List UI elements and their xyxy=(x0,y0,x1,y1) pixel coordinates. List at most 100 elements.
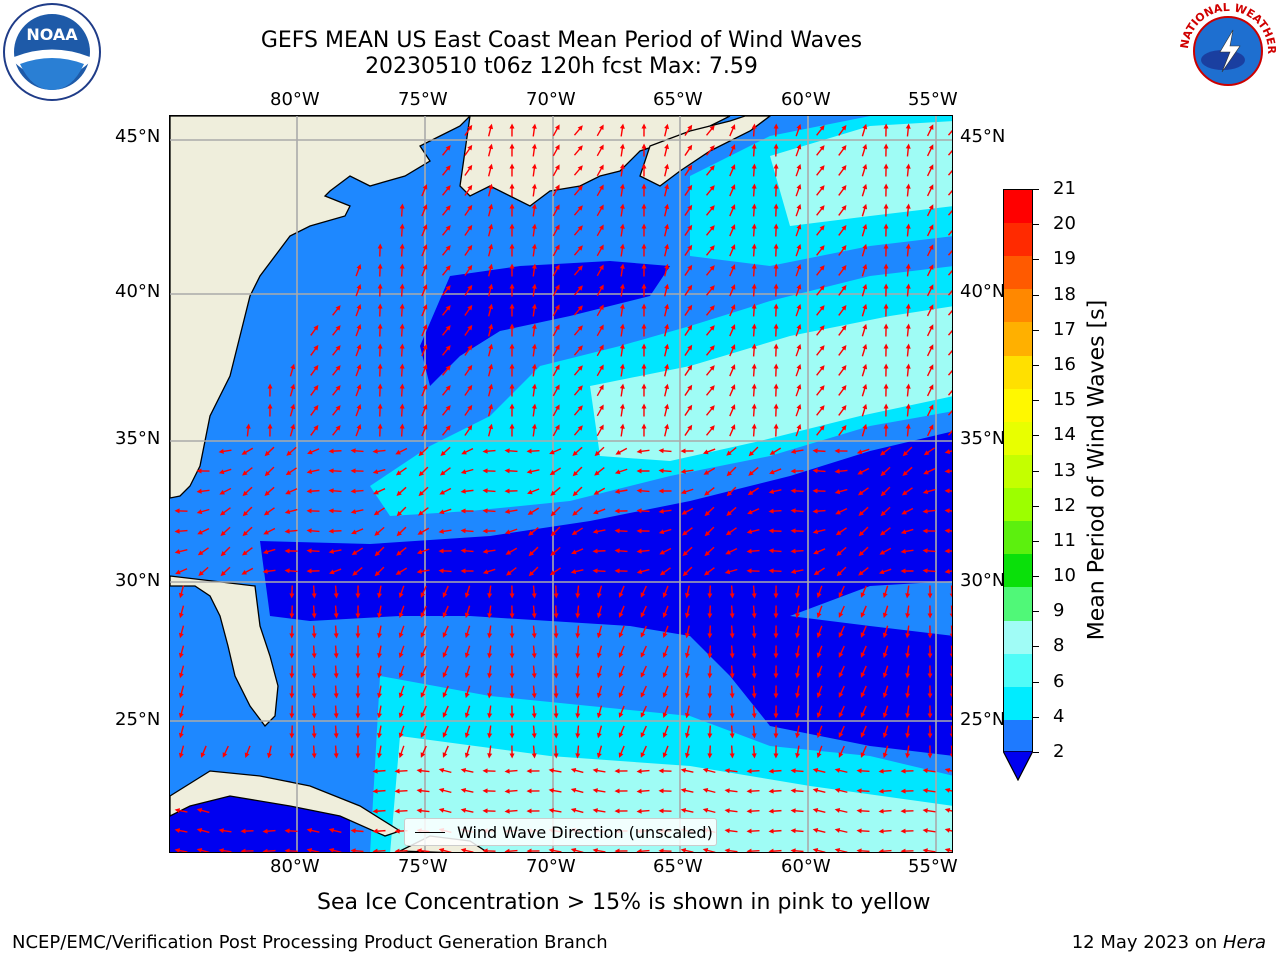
wind-wave-arrow-head xyxy=(464,672,470,679)
wind-wave-arrow-head xyxy=(858,530,864,537)
wind-wave-arrow-head xyxy=(416,788,422,794)
wind-wave-arrow-head xyxy=(577,165,583,171)
wind-wave-arrow-head xyxy=(422,344,428,350)
wind-wave-arrow-head xyxy=(883,183,889,189)
wind-wave-arrow-head xyxy=(687,204,693,211)
wind-wave-arrow-head xyxy=(313,424,319,431)
wind-wave-arrow-head xyxy=(488,283,494,290)
wind-wave-arrow-head xyxy=(445,305,451,311)
wind-wave-arrow-head xyxy=(422,244,428,250)
wind-wave-arrow-head xyxy=(819,385,825,391)
lon-label-bottom: 80°W xyxy=(270,856,320,877)
wind-wave-arrow-head xyxy=(398,752,404,759)
wind-wave-arrow-head xyxy=(577,125,583,131)
wind-wave-arrow-head xyxy=(790,528,796,534)
wind-wave-arrow-head xyxy=(395,470,402,476)
wind-wave-arrow-head xyxy=(467,204,473,211)
wind-wave-arrow-head xyxy=(399,223,405,229)
wind-wave-arrow-head xyxy=(751,713,757,719)
wind-wave-arrow-head xyxy=(531,323,537,329)
wind-wave-arrow-head xyxy=(618,712,624,718)
lon-label-bottom: 55°W xyxy=(908,856,958,877)
wind-wave-arrow-head xyxy=(951,167,952,168)
wind-wave-arrow-head xyxy=(422,424,428,430)
wind-wave-arrow-head xyxy=(905,753,911,759)
wind-wave-arrow-head xyxy=(488,303,494,310)
wind-wave-arrow-head xyxy=(928,304,934,310)
wind-wave-arrow-head xyxy=(951,287,952,288)
wind-wave-arrow-head xyxy=(664,123,670,130)
wind-wave-arrow-head xyxy=(509,223,515,229)
wind-wave-arrow-head xyxy=(816,752,822,759)
wind-wave-arrow-head xyxy=(862,343,868,350)
land-us-east-coast xyxy=(170,116,471,499)
wind-wave-arrow-head xyxy=(880,530,886,536)
wind-wave-arrow-head xyxy=(350,468,356,474)
wind-wave-arrow-head xyxy=(488,223,494,230)
wind-wave-arrow-head xyxy=(856,768,862,774)
wind-wave-arrow-head xyxy=(442,612,448,618)
wind-wave-arrow-head xyxy=(290,423,296,430)
wind-wave-arrow-head xyxy=(577,245,583,251)
colorbar-tick-label: 18 xyxy=(1053,283,1076,305)
wind-wave-arrow-head xyxy=(377,593,383,599)
wind-wave-arrow-head xyxy=(816,652,822,659)
wind-wave-arrow-head xyxy=(618,672,624,678)
lon-label-top: 70°W xyxy=(526,89,576,110)
wind-wave-arrow-head xyxy=(949,673,952,678)
wind-wave-arrow-head xyxy=(944,468,950,474)
chart-subtitle: 20230510 t06z 120h fcst Max: 7.59 xyxy=(365,54,758,79)
wind-wave-arrow-head xyxy=(619,263,625,269)
wind-wave-arrow-head xyxy=(355,713,361,719)
wind-wave-arrow-head xyxy=(328,569,335,575)
wind-wave-arrow-head xyxy=(928,144,934,150)
wind-wave-arrow-head xyxy=(900,828,906,834)
wind-wave-arrow-head xyxy=(951,327,952,328)
wind-wave-arrow-head xyxy=(197,550,204,556)
wind-wave-arrow-head xyxy=(773,343,779,349)
wind-wave-arrow-head xyxy=(922,568,928,574)
wind-wave-arrow-head xyxy=(577,145,583,151)
wind-wave-arrow-head xyxy=(422,264,428,270)
wind-wave-arrow-head xyxy=(951,307,952,308)
wind-wave-arrow-head xyxy=(796,403,802,410)
lat-label-right: 30°N xyxy=(960,570,1006,591)
wind-wave-arrow-head xyxy=(445,325,451,331)
wind-wave-arrow-head xyxy=(374,550,380,557)
wind-wave-arrow-head xyxy=(262,568,268,574)
wind-wave-arrow-head xyxy=(577,285,583,291)
wind-wave-arrow-head xyxy=(335,425,341,431)
wind-wave-arrow-head xyxy=(796,303,802,310)
colorbar-tick-label: 9 xyxy=(1053,600,1065,622)
land-florida xyxy=(170,575,279,727)
wind-wave-arrow-head xyxy=(922,788,928,794)
wind-wave-arrow-head xyxy=(662,672,668,678)
wind-wave-arrow-head xyxy=(396,550,402,556)
wind-wave-arrow-head xyxy=(267,423,273,429)
wind-wave-arrow-head xyxy=(636,808,642,814)
wind-wave-arrow-head xyxy=(641,123,647,129)
wind-wave-arrow-head xyxy=(769,469,775,475)
wind-wave-arrow-head xyxy=(596,692,602,699)
wind-wave-arrow-head xyxy=(664,143,670,150)
wind-wave-arrow-head xyxy=(640,632,646,638)
colorbar-tick-mark xyxy=(1033,611,1039,613)
colorbar-segment xyxy=(1004,421,1032,456)
wind-wave-arrow xyxy=(947,289,952,296)
wind-wave-arrow-head xyxy=(729,733,735,739)
wind-wave-arrow-head xyxy=(355,593,361,599)
wind-wave-arrow-head xyxy=(841,204,847,211)
wind-wave-arrow-head xyxy=(724,828,730,834)
wind-wave-arrow-head xyxy=(703,570,710,576)
wind-wave-arrow-head xyxy=(467,344,473,351)
wind-wave-arrow-head xyxy=(488,243,494,250)
legend-line-swatch xyxy=(415,831,445,833)
wind-wave-arrow-head xyxy=(509,383,515,389)
wind-wave-arrow-head xyxy=(726,450,732,456)
wind-wave-arrow-head xyxy=(555,124,560,131)
wind-wave-arrow-head xyxy=(795,653,801,659)
wind-wave-arrow-head xyxy=(707,633,713,639)
wind-wave-arrow-head xyxy=(619,283,625,289)
wind-wave-arrow-head xyxy=(709,185,715,191)
wind-wave-arrow-head xyxy=(372,848,378,852)
